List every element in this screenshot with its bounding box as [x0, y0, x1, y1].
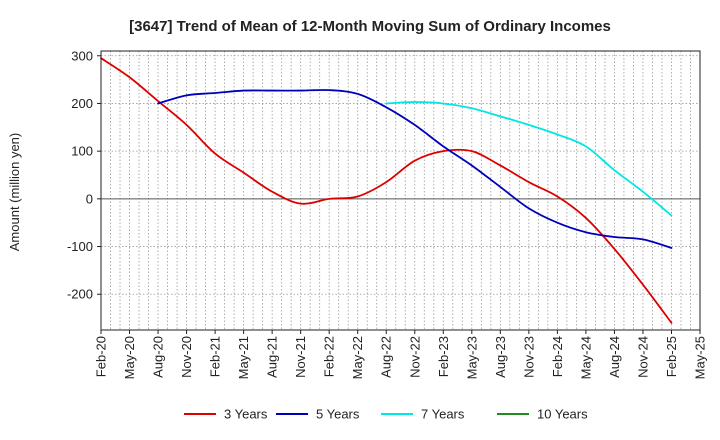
- x-tick-label: Aug-24: [607, 336, 622, 378]
- x-tick-label: Aug-22: [379, 336, 394, 378]
- x-tick-label: Feb-24: [550, 336, 565, 377]
- series-line-3-years: [100, 57, 673, 324]
- x-tick-label: Feb-22: [322, 336, 337, 377]
- legend: 3 Years 5 Years 7 Years 10 Years: [184, 407, 588, 422]
- x-tick-label: Feb-23: [436, 336, 451, 377]
- series-lines: [100, 57, 673, 324]
- x-tick-label: Nov-23: [521, 336, 536, 378]
- series-line-7-years: [385, 101, 673, 217]
- y-tick-label: 100: [71, 144, 93, 159]
- x-tick-label: Aug-20: [151, 336, 166, 378]
- x-tick-label: Nov-24: [635, 336, 650, 378]
- y-axis-label: Amount (million yen): [7, 133, 22, 252]
- x-tick-label: Feb-20: [94, 336, 109, 377]
- x-tick-label: May-20: [122, 336, 137, 379]
- grid: [101, 51, 700, 330]
- y-tick-label: -200: [67, 287, 93, 302]
- y-tick-label: 200: [71, 96, 93, 111]
- x-tick-label: May-24: [578, 336, 593, 379]
- x-tick-label: Nov-20: [179, 336, 194, 378]
- x-tick-label: Feb-21: [208, 336, 223, 377]
- series-line-5-years: [157, 89, 673, 249]
- x-ticks: Feb-20 May-20 Aug-20 Nov-20 Feb-21 May-21 Aug-…: [94, 330, 708, 379]
- x-tick-label: Nov-22: [407, 336, 422, 378]
- x-tick-label: Nov-21: [293, 336, 308, 378]
- x-tick-label: May-21: [236, 336, 251, 379]
- legend-label: 7 Years: [421, 407, 465, 422]
- y-tick-label: 300: [71, 48, 93, 63]
- x-tick-label: May-25: [693, 336, 708, 379]
- chart-title: [3647] Trend of Mean of 12-Month Moving …: [129, 18, 611, 35]
- y-tick-label: -100: [67, 239, 93, 254]
- legend-label: 10 Years: [537, 407, 588, 422]
- x-tick-label: Aug-21: [265, 336, 280, 378]
- y-tick-label: 0: [86, 191, 93, 206]
- y-ticks: 300 200 100 0 -100 -200: [67, 48, 101, 302]
- x-tick-label: Aug-23: [493, 336, 508, 378]
- legend-label: 5 Years: [316, 407, 360, 422]
- x-tick-label: May-22: [350, 336, 365, 379]
- x-tick-label: Feb-25: [664, 336, 679, 377]
- legend-label: 3 Years: [224, 407, 268, 422]
- plot-frame: [100, 50, 701, 331]
- x-tick-label: May-23: [464, 336, 479, 379]
